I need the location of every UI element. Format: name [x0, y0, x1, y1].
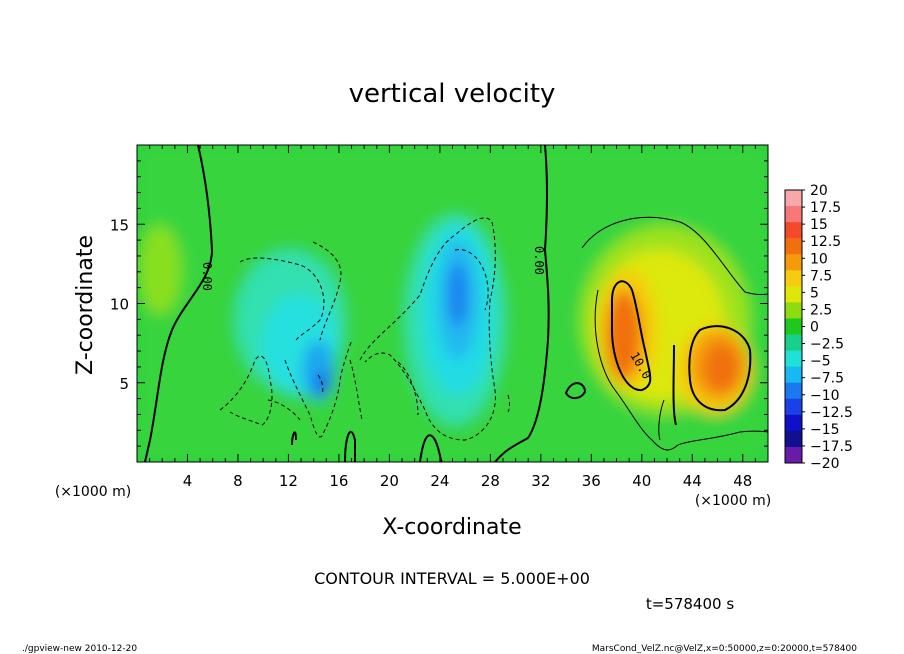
colorbar-label: −20 — [810, 456, 840, 472]
zero-contours — [144, 145, 752, 462]
colorbar-label: 20 — [810, 183, 828, 199]
colorbar-segment — [785, 382, 802, 400]
colorbar-segment — [785, 318, 802, 336]
colorbar-label: −17.5 — [810, 439, 853, 455]
x-tick-label: 32 — [531, 472, 550, 490]
footer-left-text: ./gpview-new 2010-12-20 — [22, 644, 137, 654]
colorbar-segment — [785, 350, 802, 368]
colorbar-segment — [785, 206, 802, 223]
colorbar-label: 15 — [810, 217, 828, 233]
x-tick-label: 48 — [733, 472, 752, 490]
colorbar-label: 17.5 — [810, 200, 841, 216]
x-unit-label: (×1000 m) — [695, 493, 771, 509]
y-tick-label: 10 — [110, 296, 129, 314]
colorbar-segment — [785, 446, 802, 464]
contour-label-middle: 0.00 — [532, 246, 546, 275]
colorbar-label: −7.5 — [810, 371, 844, 387]
x-axis: 4 8 12 16 20 24 28 32 36 40 44 48 — [149, 145, 756, 490]
x-tick-label: 24 — [430, 472, 449, 490]
colorbar-segment — [785, 302, 802, 319]
time-label: t=578400 s — [646, 595, 734, 613]
plot-area: 0.00 0.00 10.0 — [137, 145, 768, 462]
y-tick-label: 15 — [110, 216, 129, 234]
colorbar-label: −5 — [810, 354, 831, 370]
x-tick-label: 4 — [183, 472, 193, 490]
y-axis-label: Z-coordinate — [73, 235, 98, 375]
colorbar-segment — [785, 334, 802, 352]
colorbar-segment — [785, 270, 802, 287]
colorbar-label: 0 — [810, 320, 819, 336]
colorbar-label: 10 — [810, 251, 828, 267]
colorbar-segment — [785, 254, 802, 271]
contour-label-left: 0.00 — [200, 262, 214, 291]
x-tick-label: 12 — [279, 472, 298, 490]
positive-contours — [581, 216, 768, 451]
y-tick-label: 5 — [119, 375, 129, 393]
colorbar-segment — [785, 238, 802, 255]
field-shading — [137, 145, 768, 462]
colorbar-label: −10 — [810, 388, 840, 404]
colorbar-label: 7.5 — [810, 268, 832, 284]
x-tick-label: 36 — [582, 472, 601, 490]
colorbar-label: 12.5 — [810, 234, 841, 250]
colorbar-segment — [785, 286, 802, 303]
y-unit-label: (×1000 m) — [55, 484, 131, 500]
colorbar-segment — [785, 366, 802, 384]
x-tick-label: 16 — [329, 472, 348, 490]
x-axis-label: X-coordinate — [382, 515, 521, 540]
colorbar-segment — [785, 190, 802, 207]
colorbar-label: −15 — [810, 422, 840, 438]
colorbar-segment — [785, 414, 802, 432]
contour-interval-text: CONTOUR INTERVAL = 5.000E+00 — [314, 569, 590, 588]
colorbar-label: 2.5 — [810, 302, 832, 318]
colorbar-label: −2.5 — [810, 337, 844, 353]
colorbar-segment — [785, 398, 802, 416]
x-tick-label: 44 — [683, 472, 702, 490]
x-tick-label: 40 — [632, 472, 651, 490]
y-axis: 5 10 15 — [110, 160, 768, 447]
chart-title: vertical velocity — [349, 79, 556, 109]
x-tick-label: 20 — [380, 472, 399, 490]
x-tick-label: 8 — [233, 472, 243, 490]
footer-right-text: MarsCond_VelZ.nc@VelZ,x=0:50000,z=0:2000… — [592, 644, 857, 654]
colorbar-label: −12.5 — [810, 405, 853, 421]
colorbar-segment — [785, 222, 802, 239]
colorbar-segment — [785, 430, 802, 448]
negative-contours — [219, 217, 510, 441]
x-tick-label: 28 — [481, 472, 500, 490]
colorbar-label: 5 — [810, 285, 819, 301]
